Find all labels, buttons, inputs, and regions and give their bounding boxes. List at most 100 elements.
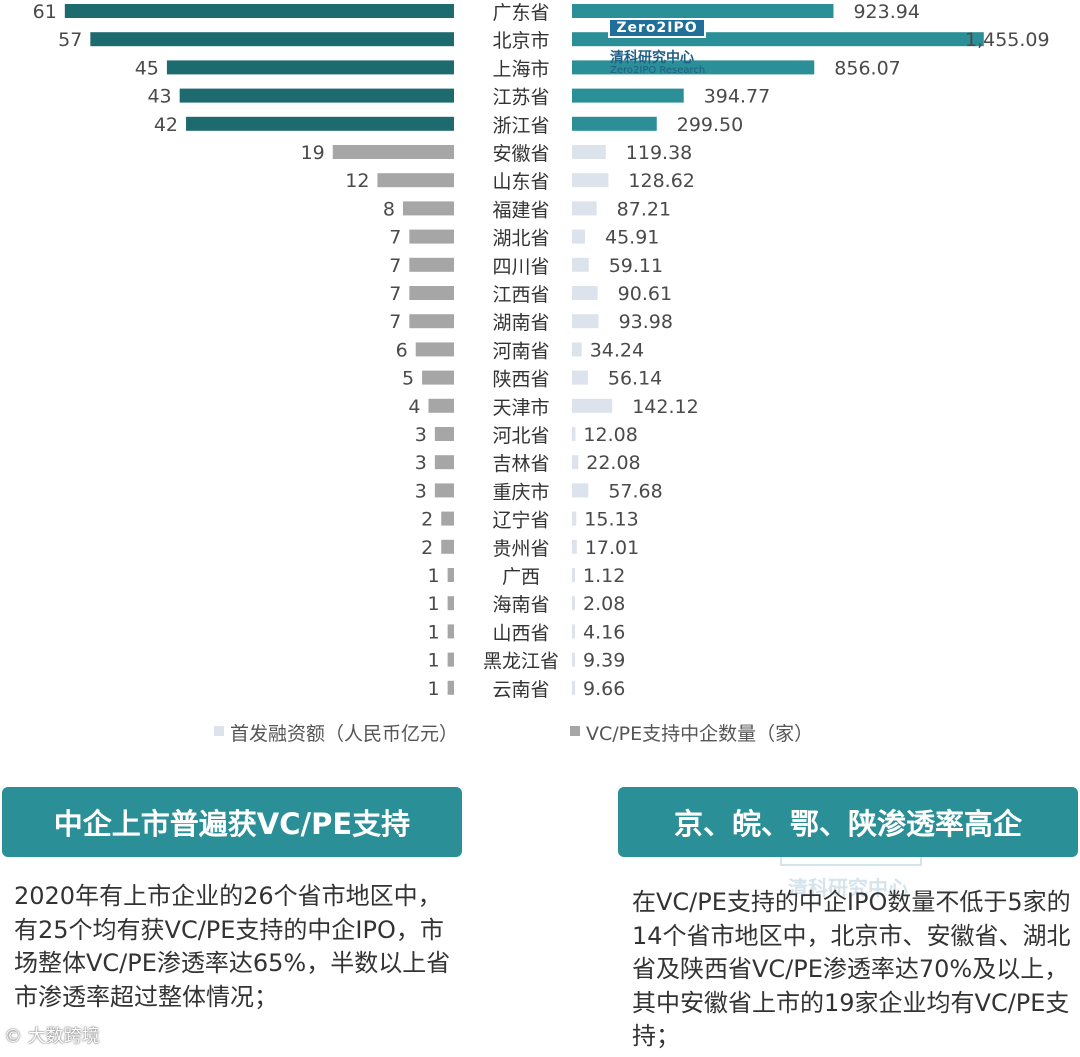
- count-label: 4: [408, 396, 420, 418]
- amount-label: 87.21: [617, 198, 671, 220]
- province-label: 山西省: [492, 622, 549, 644]
- province-label: 江苏省: [492, 87, 549, 109]
- province-label: 黑龙江省: [483, 651, 559, 673]
- legend-swatch-count: [570, 726, 580, 736]
- amount-bar: [572, 455, 579, 470]
- legend-swatch-amount: [214, 726, 224, 736]
- count-label: 57: [58, 29, 82, 51]
- count-label: 12: [345, 170, 369, 192]
- count-bar: [422, 370, 454, 385]
- count-label: 42: [154, 114, 178, 136]
- amount-bar: [572, 286, 598, 300]
- count-label: 3: [415, 424, 427, 446]
- province-label: 海南省: [492, 594, 549, 616]
- count-bar: [415, 342, 454, 357]
- amount-label: 17.01: [585, 537, 639, 559]
- amount-label: 59.11: [609, 255, 663, 277]
- count-bar: [90, 32, 454, 47]
- count-label: 1: [428, 650, 440, 672]
- count-bar: [402, 201, 454, 216]
- amount-bar: [572, 173, 609, 188]
- amount-label: 299.50: [677, 114, 743, 136]
- amount-label: 15.13: [584, 509, 638, 531]
- count-bar: [434, 427, 454, 441]
- amount-bar: [572, 145, 606, 159]
- amount-label: 4.16: [583, 621, 625, 643]
- amount-bar: [572, 624, 575, 639]
- zero2ipo-logo: Zero2IPO 清科研究中心 Zero2IPO Research: [608, 18, 718, 78]
- province-label: 山东省: [492, 171, 549, 193]
- province-label: 北京市: [492, 30, 549, 52]
- province-label: 江西省: [492, 284, 549, 306]
- count-label: 7: [389, 311, 401, 333]
- amount-label: 128.62: [628, 170, 694, 192]
- count-label: 45: [135, 57, 159, 79]
- count-label: 1: [428, 621, 440, 643]
- amount-bar: [572, 539, 577, 554]
- left-panel-title: 中企上市普遍获VC/PE支持: [2, 787, 462, 857]
- province-label: 湖南省: [492, 312, 549, 334]
- amount-bar: [572, 652, 575, 667]
- province-label: 浙江省: [492, 115, 549, 137]
- count-bar: [447, 680, 454, 695]
- amount-label: 12.08: [583, 424, 637, 446]
- amount-label: 9.66: [583, 678, 625, 700]
- logo-badge: Zero2IPO: [608, 18, 706, 38]
- count-label: 2: [421, 509, 433, 531]
- province-label: 贵州省: [492, 538, 549, 560]
- province-label: 广东省: [492, 2, 549, 24]
- amount-label: 34.24: [590, 339, 644, 361]
- count-bar: [377, 173, 454, 188]
- province-label: 湖北省: [492, 228, 549, 250]
- count-bar: [447, 596, 454, 611]
- count-bar: [409, 229, 454, 244]
- count-bar: [441, 539, 454, 554]
- amount-label: 923.94: [853, 1, 919, 23]
- province-label: 陕西省: [492, 369, 549, 391]
- amount-label: 56.14: [608, 368, 662, 390]
- amount-label: 57.68: [608, 480, 662, 502]
- legend-label-amount: 首发融资额（人民币亿元）: [230, 723, 458, 745]
- amount-label: 119.38: [626, 142, 692, 164]
- province-label: 河北省: [492, 425, 549, 447]
- count-label: 1: [428, 678, 440, 700]
- amount-bar: [572, 60, 815, 75]
- legend-label-count: VC/PE支持中企数量（家）: [586, 723, 813, 745]
- amount-label: 2.08: [583, 593, 625, 615]
- count-label: 6: [396, 339, 408, 361]
- amount-label: 45.91: [605, 227, 659, 249]
- count-label: 7: [389, 227, 401, 249]
- count-bar: [447, 624, 454, 639]
- amount-bar: [572, 116, 657, 131]
- logo-cn-text: 清科研究中心: [610, 50, 694, 66]
- province-label: 四川省: [492, 256, 549, 278]
- amount-bar: [572, 370, 588, 385]
- logo-en-text: Zero2IPO Research: [610, 65, 706, 76]
- province-label: 上海市: [492, 58, 549, 80]
- amount-label: 90.61: [618, 283, 672, 305]
- amount-bar: [572, 257, 589, 272]
- corner-watermark: © 大数跨境: [4, 1026, 100, 1047]
- amount-label: 856.07: [834, 57, 900, 79]
- amount-label: 9.39: [583, 650, 625, 672]
- count-bar: [409, 257, 454, 272]
- count-label: 5: [402, 368, 414, 390]
- amount-bar: [572, 483, 589, 498]
- count-bar: [434, 455, 454, 470]
- count-bar: [166, 60, 454, 75]
- province-label: 河南省: [492, 340, 549, 362]
- amount-bar: [572, 427, 576, 441]
- count-label: 1: [428, 593, 440, 615]
- count-bar: [186, 116, 455, 131]
- amount-bar: [572, 229, 585, 244]
- amount-bar: [572, 680, 575, 695]
- count-bar: [179, 88, 454, 103]
- count-bar: [332, 145, 454, 159]
- count-label: 3: [415, 452, 427, 474]
- amount-label: 142.12: [632, 396, 698, 418]
- count-bar: [64, 4, 454, 18]
- right-panel-body: 在VC/PE支持的中企IPO数量不低于5家的14个省市地区中，北京市、安徽省、湖…: [632, 888, 1071, 1050]
- count-bar: [434, 483, 454, 498]
- amount-bar: [572, 398, 613, 413]
